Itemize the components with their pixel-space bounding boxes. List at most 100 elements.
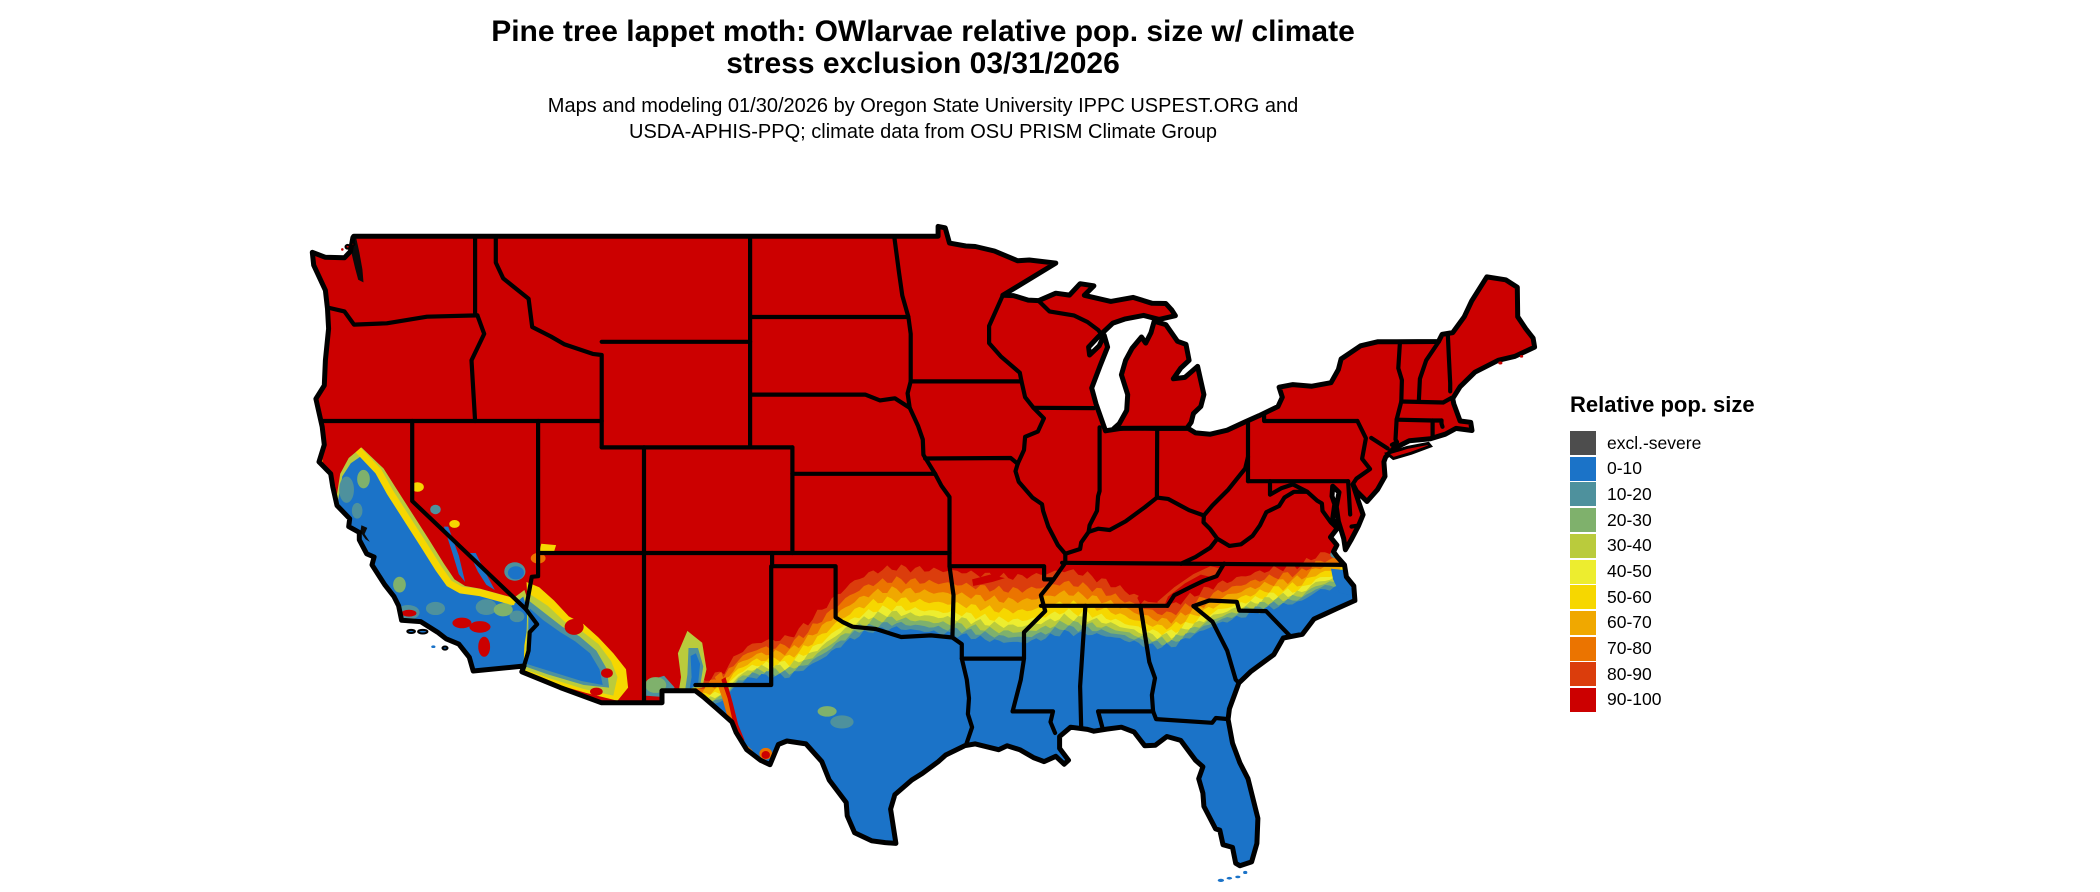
legend-label: 20-30 — [1607, 509, 1652, 530]
island — [406, 628, 416, 634]
state-border — [1063, 454, 1251, 556]
state-border — [1078, 603, 1088, 731]
puget-sound — [350, 237, 364, 283]
map-overlay — [351, 502, 363, 519]
island — [431, 645, 436, 649]
island — [344, 243, 351, 250]
legend-item: 60-70 — [1570, 610, 1755, 635]
legend-label: 30-40 — [1607, 535, 1652, 556]
state-border — [987, 293, 1068, 714]
state-border — [1369, 435, 1390, 451]
map-title-line2: stress exclusion 03/31/2026 — [726, 47, 1120, 80]
state-border — [1445, 331, 1453, 394]
state-border — [1138, 603, 1158, 714]
map-overlay — [761, 751, 770, 759]
state-border — [1439, 418, 1445, 429]
legend-swatch — [1570, 585, 1596, 610]
map-overlay — [469, 621, 491, 633]
legend-swatch — [1570, 456, 1596, 481]
legend-swatch — [1570, 636, 1596, 661]
island — [1243, 870, 1248, 875]
map-overlay — [430, 504, 441, 515]
legend-swatch — [1570, 508, 1596, 533]
state-border — [1036, 298, 1106, 339]
legend: Relative pop. size excl.-severe 0-10 10-20… — [1570, 392, 1755, 714]
conus-outline — [309, 223, 1538, 869]
state-border — [1346, 479, 1353, 517]
sf-bay — [360, 525, 370, 542]
map-overlay — [972, 574, 1005, 586]
map-overlay — [509, 610, 525, 623]
legend-item: 0-10 — [1570, 456, 1755, 481]
state-border — [1086, 425, 1102, 534]
state-border — [1096, 709, 1105, 730]
state-border — [947, 550, 956, 640]
map-overlay — [411, 482, 424, 492]
legend-label: 90-100 — [1607, 689, 1662, 710]
map-overlay — [393, 576, 406, 593]
map-overlay — [401, 609, 417, 617]
legend-item: 70-80 — [1570, 636, 1755, 661]
map-subtitle-line1: Maps and modeling 01/30/2026 by Oregon S… — [547, 95, 1299, 117]
state-border — [950, 635, 1024, 661]
legend-item: 90-100 — [1570, 687, 1755, 712]
state-border — [1215, 489, 1310, 548]
state-border — [1416, 339, 1441, 404]
island — [1498, 361, 1503, 365]
state-border — [933, 471, 952, 556]
island — [341, 248, 344, 251]
map-overlay — [425, 601, 446, 616]
state-border — [1394, 417, 1444, 423]
island — [441, 645, 449, 651]
map-overlay — [449, 520, 460, 528]
state-border — [905, 379, 938, 476]
state-border — [1060, 560, 1184, 566]
state-border — [1191, 604, 1242, 686]
legend-swatch — [1570, 687, 1596, 712]
legend-swatch — [1570, 482, 1596, 507]
map-overlay — [338, 455, 533, 675]
map-overlay — [590, 687, 603, 696]
state-border — [959, 656, 975, 748]
legend-swatch — [1570, 559, 1596, 584]
legend-items: excl.-severe 0-10 10-20 20-30 30-40 40-50 50-6… — [1570, 431, 1755, 712]
legend-label: 0-10 — [1607, 458, 1643, 479]
map-overlay — [493, 603, 513, 617]
map-overlay — [721, 677, 745, 741]
map-title-line1: Pine tree lappet moth: OWlarvae relative… — [491, 15, 1355, 48]
island — [417, 628, 429, 635]
legend-label: 40-50 — [1607, 561, 1652, 582]
legend-swatch — [1570, 431, 1596, 456]
map-overlay — [507, 566, 524, 580]
long-island — [1383, 441, 1433, 461]
island — [1217, 878, 1225, 882]
map-overlay — [601, 668, 613, 678]
legend-item: excl.-severe — [1570, 431, 1755, 456]
map-overlay — [357, 469, 370, 489]
legend-label: 80-90 — [1607, 663, 1652, 684]
legend-item: 30-40 — [1570, 533, 1755, 558]
state-border — [693, 564, 774, 688]
map-overlay — [564, 619, 584, 635]
legend-item: 10-20 — [1570, 482, 1755, 507]
state-border — [410, 418, 528, 612]
state-border — [1096, 709, 1231, 725]
header: Pine tree lappet moth: OWlarvae relative… — [491, 16, 1355, 145]
island — [350, 241, 356, 247]
state-border — [1179, 561, 1350, 567]
legend-label: 50-60 — [1607, 586, 1652, 607]
map-overlay — [1137, 584, 1156, 605]
legend-item: 50-60 — [1570, 585, 1755, 610]
map-overlay — [355, 447, 516, 606]
map-overlay — [443, 526, 466, 582]
state-border — [923, 455, 1020, 466]
state-border — [770, 564, 955, 640]
legend-label: 70-80 — [1607, 638, 1652, 659]
legend-swatch — [1570, 610, 1596, 635]
state-border — [892, 234, 911, 320]
legend-label: excl.-severe — [1607, 432, 1702, 453]
island — [1519, 355, 1524, 358]
legend-item: 80-90 — [1570, 662, 1755, 687]
state-border — [906, 314, 913, 384]
